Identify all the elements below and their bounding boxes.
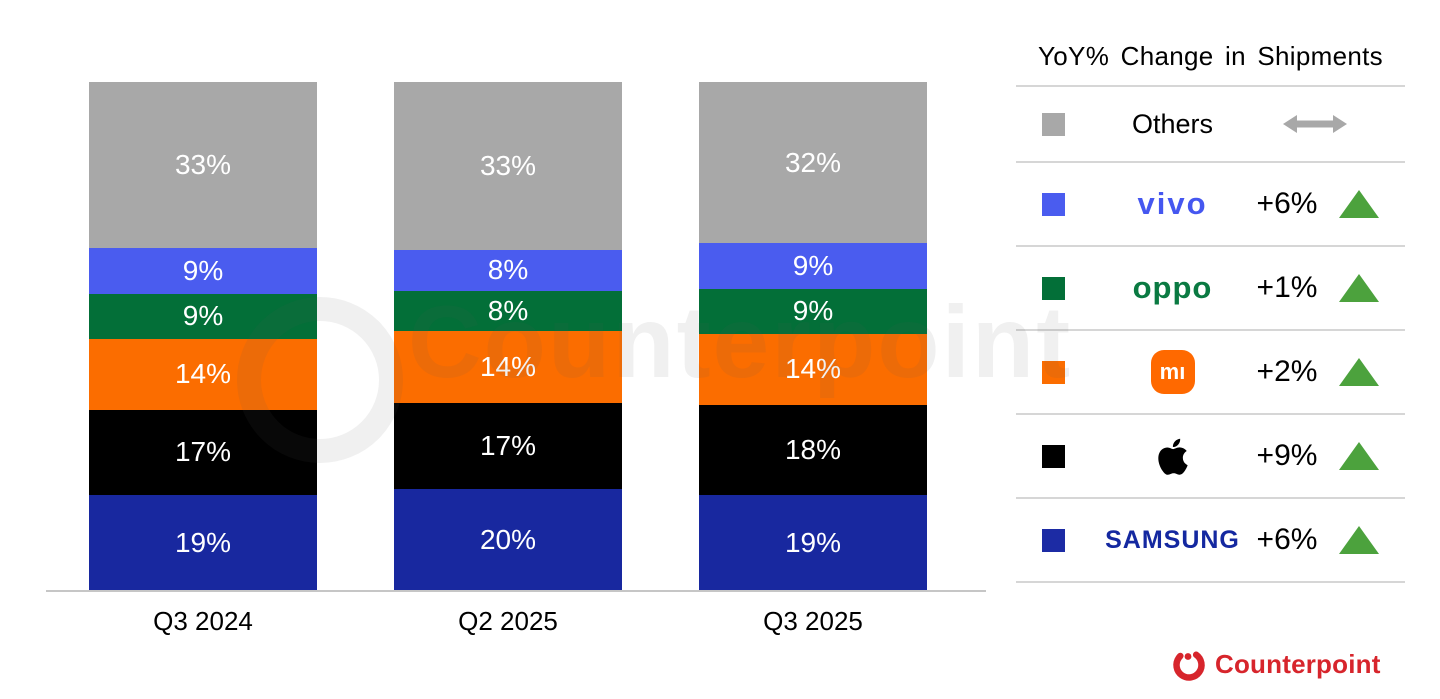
- segment-value-label: 9%: [182, 300, 224, 332]
- segment-value-label: 14%: [784, 353, 842, 385]
- apple-swatch: [1042, 444, 1065, 468]
- vivo-logo: vivo: [1137, 186, 1208, 221]
- segment-vivo: 9%: [699, 243, 927, 289]
- others-label: Others: [1131, 108, 1214, 139]
- segment-value-label: 20%: [479, 524, 537, 556]
- segment-value-label: 33%: [174, 149, 232, 181]
- bar-q2-2025: 33% 8% 8% 14% 17% 20%: [394, 82, 622, 591]
- xiaomi-swatch: [1042, 360, 1065, 384]
- segment-oppo: 9%: [699, 288, 927, 334]
- vivo-change: +6%: [1256, 187, 1318, 220]
- segment-value-label: 19%: [784, 527, 842, 559]
- legend-panel: YoY% Change in Shipments Others vivo +6%…: [1016, 28, 1405, 583]
- counterpoint-logo: Counterpoint: [1171, 646, 1381, 682]
- x-axis-line: [46, 590, 986, 592]
- xiaomi-change: +2%: [1256, 355, 1318, 388]
- legend-row-samsung: SAMSUNG +6%: [1016, 499, 1405, 583]
- oppo-change: +1%: [1256, 271, 1318, 304]
- samsung-change: +6%: [1256, 523, 1318, 556]
- legend-row-others: Others: [1016, 87, 1405, 163]
- x-axis-label: Q3 2024: [153, 606, 253, 636]
- segment-value-label: 18%: [784, 433, 842, 465]
- segment-value-label: 19%: [174, 527, 232, 559]
- segment-value-label: 17%: [479, 429, 537, 461]
- segment-value-label: 9%: [182, 254, 224, 286]
- apple-logo-icon: [1102, 436, 1243, 476]
- up-triangle-icon: [1339, 526, 1379, 554]
- oppo-logo: oppo: [1132, 270, 1213, 305]
- legend-row-xiaomi: mı +2%: [1016, 331, 1405, 415]
- legend-row-apple: +9%: [1016, 415, 1405, 499]
- others-swatch: [1042, 112, 1065, 136]
- counterpoint-c-icon: [1173, 649, 1205, 681]
- segment-samsung: 19%: [89, 495, 317, 591]
- watermark-ring-icon: [237, 297, 403, 463]
- up-triangle-icon: [1339, 442, 1379, 470]
- segment-value-label: 14%: [479, 351, 537, 383]
- xiaomi-mi-logo: mı: [1150, 350, 1195, 394]
- up-triangle-icon: [1339, 190, 1379, 218]
- segment-value-label: 17%: [174, 436, 232, 468]
- segment-oppo: 8%: [394, 290, 622, 332]
- segment-value-label: 8%: [487, 295, 529, 327]
- watermark-text: Counterpoint: [408, 285, 1073, 399]
- segment-value-label: 9%: [792, 249, 834, 281]
- stacked-bar-chart: 33% 9% 9% 14% 17% 19% 33% 8% 8% 14% 17% 20% 32% 9% 9% 1…: [46, 82, 1070, 636]
- legend-row-oppo: oppo +1%: [1016, 247, 1405, 331]
- segment-value-label: 8%: [487, 254, 529, 286]
- segment-xiaomi: 14%: [394, 331, 622, 403]
- oppo-swatch: [1042, 276, 1065, 300]
- legend-row-vivo: vivo +6%: [1016, 163, 1405, 247]
- x-axis-label: Q2 2025: [458, 606, 558, 636]
- segment-others: 33%: [89, 82, 317, 249]
- counterpoint-wordmark: Counterpoint: [1215, 648, 1381, 679]
- apple-change: +9%: [1256, 439, 1318, 472]
- segment-value-label: 9%: [792, 295, 834, 327]
- segment-others: 32%: [699, 82, 927, 244]
- segment-vivo: 8%: [394, 249, 622, 291]
- segment-samsung: 19%: [699, 495, 927, 591]
- x-axis-label: Q3 2025: [763, 606, 863, 636]
- segment-others: 33%: [394, 82, 622, 250]
- segment-samsung: 20%: [394, 489, 622, 591]
- legend-title: YoY% Change in Shipments: [1016, 28, 1405, 87]
- bar-q3-2025: 32% 9% 9% 14% 18% 19%: [699, 82, 927, 591]
- segment-value-label: 33%: [479, 149, 537, 181]
- up-triangle-icon: [1339, 274, 1379, 302]
- segment-apple: 18%: [699, 404, 927, 496]
- segment-apple: 17%: [394, 402, 622, 490]
- samsung-logo: SAMSUNG: [1105, 525, 1240, 554]
- flat-trend-arrow-icon: [1243, 113, 1387, 135]
- segment-xiaomi: 14%: [699, 333, 927, 405]
- segment-value-label: 32%: [784, 146, 842, 178]
- samsung-swatch: [1042, 528, 1065, 552]
- segment-vivo: 9%: [89, 248, 317, 294]
- vivo-swatch: [1042, 192, 1065, 216]
- up-triangle-icon: [1339, 358, 1379, 386]
- segment-value-label: 14%: [174, 358, 232, 390]
